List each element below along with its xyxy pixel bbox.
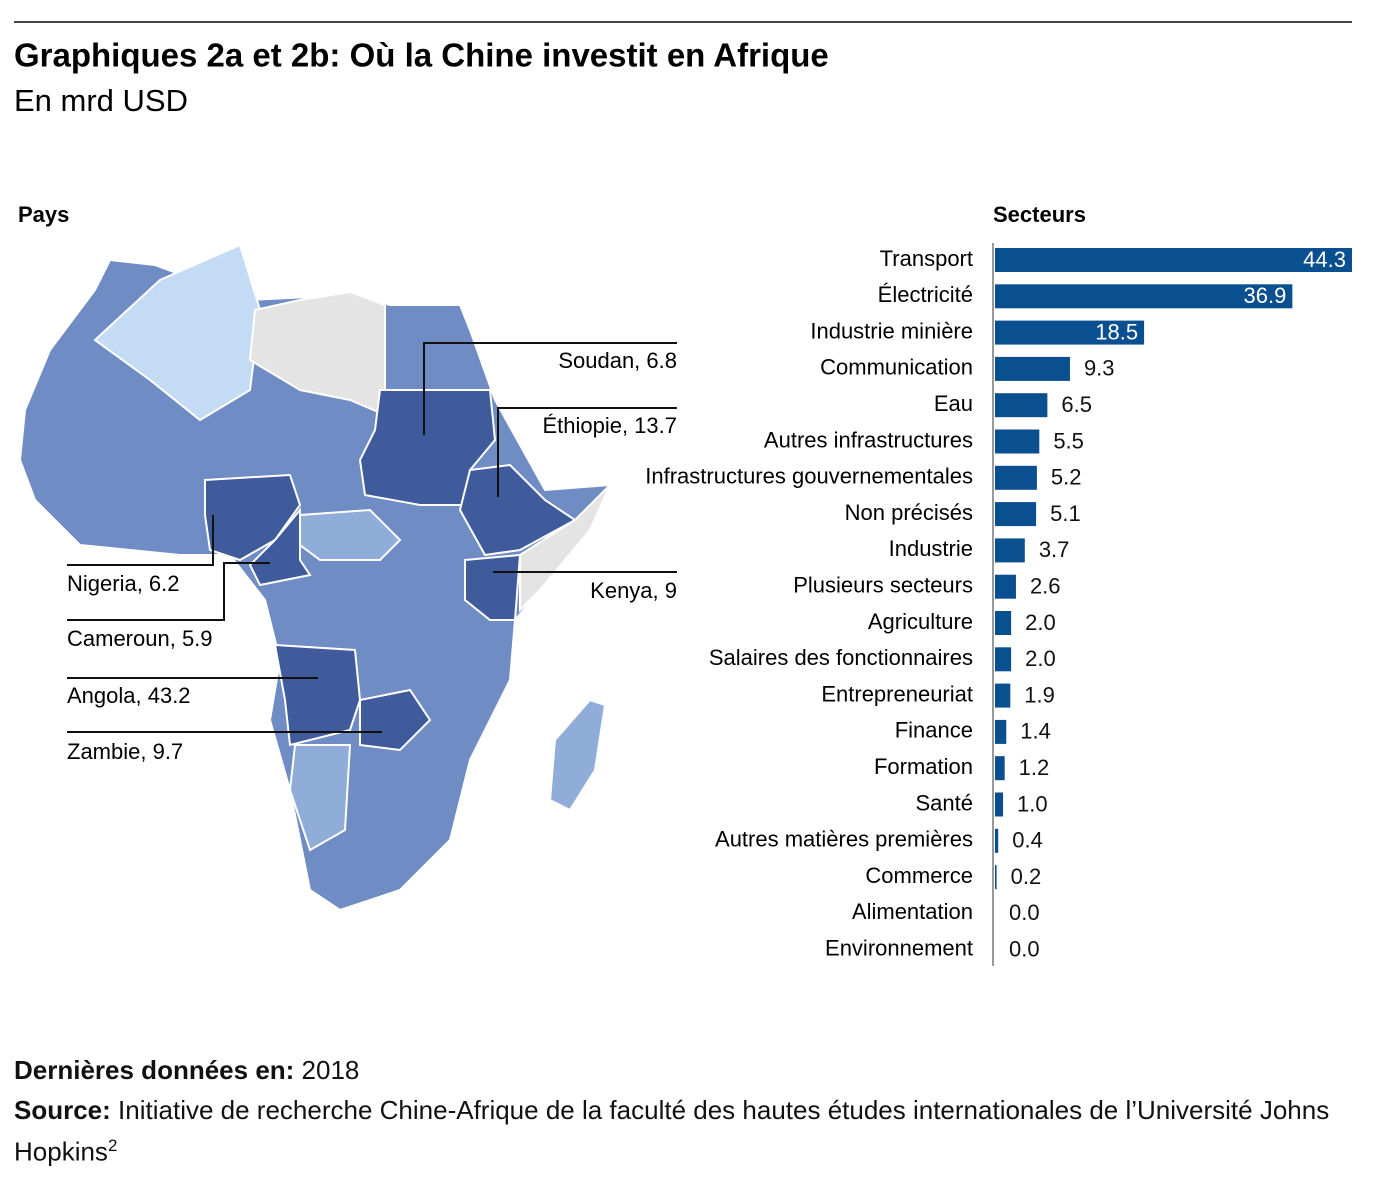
- bar: [995, 647, 1012, 672]
- category-label: Communication: [820, 355, 973, 380]
- country: [458, 463, 577, 557]
- callout-line: [67, 515, 214, 566]
- bar: [995, 719, 1007, 744]
- value-label: 0.0: [1009, 937, 1040, 962]
- category-label: Eau: [934, 391, 973, 416]
- category-label: Électricité: [878, 282, 973, 307]
- footer-label: Source:: [14, 1095, 111, 1125]
- value-label: 0.2: [1011, 864, 1042, 889]
- callout-line: [497, 407, 677, 497]
- category-label: Finance: [895, 718, 973, 743]
- country: [204, 473, 302, 562]
- category-label: Entrepreneuriat: [821, 681, 973, 706]
- value-label: 0.4: [1012, 828, 1043, 853]
- bar: [995, 574, 1016, 599]
- bar: [995, 865, 997, 890]
- category-label: Autres infrastructures: [764, 427, 973, 452]
- category-label: Infrastructures gouvernementales: [645, 464, 973, 489]
- category-label: Non précisés: [845, 500, 973, 525]
- value-label: 2.0: [1025, 646, 1056, 671]
- bar: [995, 356, 1070, 381]
- bar: [995, 429, 1040, 454]
- category-label: Industrie: [889, 536, 973, 561]
- value-label: 6.5: [1061, 392, 1092, 417]
- bar: [995, 248, 1352, 272]
- bar: [995, 611, 1012, 635]
- bar: [995, 284, 1293, 309]
- value-label: 0.0: [1009, 900, 1040, 925]
- callout-label: Éthiopie, 13.7: [542, 413, 677, 438]
- bar: [995, 320, 1145, 345]
- category-label: Salaires des fonctionnaires: [709, 645, 973, 670]
- value-label: 1.0: [1017, 791, 1048, 816]
- value-label: 5.5: [1053, 428, 1084, 453]
- bar: [995, 502, 1037, 527]
- callout-label: Nigeria, 6.2: [67, 571, 180, 596]
- value-label: 2.0: [1025, 610, 1056, 635]
- category-label: Industrie minière: [810, 318, 973, 343]
- category-label: Plusieurs secteurs: [793, 573, 973, 598]
- footer-source: Source: Initiative de recherche Chine-Af…: [14, 1092, 1344, 1170]
- value-label: 5.2: [1051, 465, 1082, 490]
- country: [273, 643, 362, 747]
- callout-label: Kenya, 9: [590, 578, 677, 603]
- bar: [995, 538, 1025, 563]
- country: [359, 688, 432, 752]
- value-label: 2.6: [1030, 574, 1061, 599]
- category-label: Commerce: [865, 863, 973, 888]
- callout-label: Soudan, 6.8: [558, 348, 677, 373]
- country: [358, 389, 497, 506]
- category-label: Santé: [916, 790, 974, 815]
- chart-subtitle: En mrd USD: [14, 83, 188, 118]
- category-label: Environnement: [825, 936, 973, 961]
- footer-text: Initiative de recherche Chine-Afrique de…: [14, 1095, 1330, 1167]
- category-label: Alimentation: [852, 899, 973, 924]
- category-label: Formation: [874, 754, 973, 779]
- country: [248, 507, 312, 587]
- footnote-marker: 2: [107, 1136, 118, 1155]
- footer-date: Dernières données en: 2018: [14, 1052, 1344, 1088]
- category-label: Agriculture: [868, 609, 973, 634]
- bar: [995, 393, 1048, 418]
- value-label: 44.3: [1303, 247, 1346, 272]
- panel-title: Secteurs: [993, 202, 1086, 227]
- chart: Graphiques 2a et 2b: Où la Chine investi…: [14, 21, 1352, 966]
- panel-title: Pays: [18, 202, 69, 227]
- callout-line: [423, 342, 677, 435]
- bar: [995, 792, 1004, 817]
- category-label: Transport: [880, 246, 973, 271]
- value-label: 1.9: [1024, 682, 1055, 707]
- chart-title: Graphiques 2a et 2b: Où la Chine investi…: [14, 37, 829, 74]
- value-label: 18.5: [1095, 319, 1138, 344]
- value-label: 1.2: [1019, 755, 1050, 780]
- value-label: 3.7: [1039, 537, 1070, 562]
- callout-label: Cameroun, 5.9: [67, 626, 213, 651]
- footer-text: 2018: [301, 1055, 360, 1085]
- callout-line: [67, 562, 270, 621]
- callout-label: Angola, 43.2: [67, 683, 191, 708]
- value-label: 1.4: [1020, 719, 1051, 744]
- value-label: 5.1: [1050, 501, 1081, 526]
- bar: [995, 828, 999, 853]
- footer-label: Dernières données en:: [14, 1055, 295, 1085]
- category-label: Autres matières premières: [715, 827, 973, 852]
- callout-label: Zambie, 9.7: [67, 739, 183, 764]
- bar: [995, 465, 1037, 490]
- bar: [995, 683, 1011, 708]
- bar: [995, 756, 1005, 781]
- value-label: 9.3: [1084, 356, 1115, 381]
- value-label: 36.9: [1244, 283, 1287, 308]
